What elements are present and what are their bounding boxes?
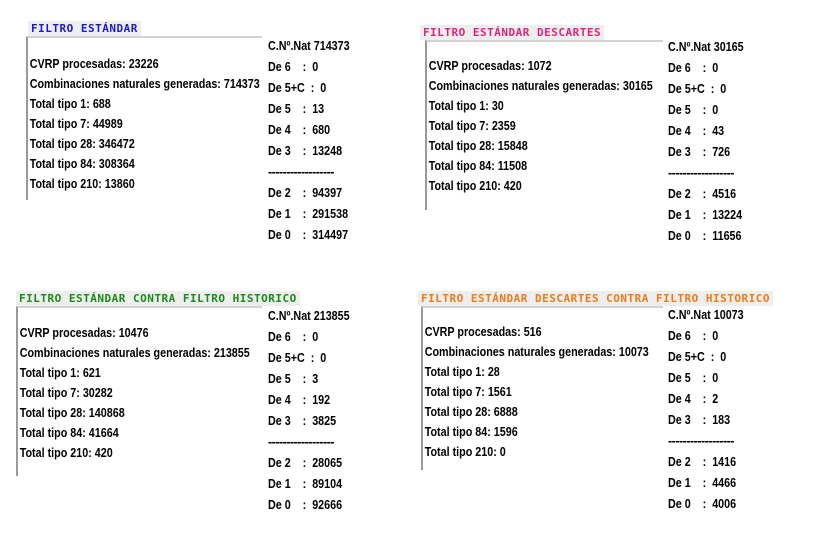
stat-de-4: De 4 : 43 <box>668 121 744 142</box>
stat-de-6: De 6 : 0 <box>668 326 744 347</box>
panel-title: FILTRO ESTÁNDAR DESCARTES CONTRA FILTRO … <box>418 291 773 306</box>
stat-de-5c: De 5+C : 0 <box>668 347 744 368</box>
stat-de-3: De 3 : 726 <box>668 142 744 163</box>
stat-de-0: De 0 : 4006 <box>668 494 744 515</box>
stat-de-6: De 6 : 0 <box>268 327 350 348</box>
total-type-1: Total tipo 1: 30 <box>427 96 630 116</box>
stat-de-5: De 5 : 0 <box>668 368 744 389</box>
stats-separator: ------------------ <box>668 431 756 452</box>
stat-de-6: De 6 : 0 <box>668 58 744 79</box>
natural-combinations: Combinaciones naturales generadas: 30165 <box>427 76 630 96</box>
total-type-210: Total tipo 210: 420 <box>427 176 630 196</box>
stats-separator: ------------------ <box>668 163 756 184</box>
total-type-1: Total tipo 1: 28 <box>423 362 629 382</box>
total-type-7: Total tipo 7: 2359 <box>427 116 630 136</box>
stat-de-1: De 1 : 89104 <box>268 474 350 495</box>
stat-de-6: De 6 : 0 <box>268 57 350 78</box>
total-type-7: Total tipo 7: 30282 <box>18 383 228 403</box>
results-box: CVRP procesadas: 516 Combinaciones natur… <box>421 306 663 470</box>
total-type-28: Total tipo 28: 15848 <box>427 136 630 156</box>
stats-header: C.Nº.Nat 10073 <box>668 305 744 326</box>
stat-de-4: De 4 : 680 <box>268 120 350 141</box>
panel-title: FILTRO ESTÁNDAR DESCARTES <box>420 25 604 40</box>
stat-de-3: De 3 : 13248 <box>268 141 350 162</box>
total-type-1: Total tipo 1: 621 <box>18 363 228 383</box>
total-type-84: Total tipo 84: 308364 <box>28 154 229 174</box>
total-type-84: Total tipo 84: 41664 <box>18 423 228 443</box>
total-type-84: Total tipo 84: 11508 <box>427 156 630 176</box>
hits-stats: C.Nº.Nat 30165 De 6 : 0 De 5+C : 0 De 5 … <box>668 37 756 247</box>
total-type-1: Total tipo 1: 688 <box>28 94 229 114</box>
stats-header: C.Nº.Nat 213855 <box>268 306 350 327</box>
stat-de-5c: De 5+C : 0 <box>268 78 350 99</box>
stat-de-3: De 3 : 183 <box>668 410 744 431</box>
stat-de-1: De 1 : 291538 <box>268 204 350 225</box>
total-type-28: Total tipo 28: 346472 <box>28 134 229 154</box>
stat-de-0: De 0 : 11656 <box>668 226 744 247</box>
total-type-7: Total tipo 7: 44989 <box>28 114 229 134</box>
stat-de-0: De 0 : 314497 <box>268 225 350 246</box>
stats-header: C.Nº.Nat 714373 <box>268 36 350 57</box>
natural-combinations: Combinaciones naturales generadas: 21385… <box>18 343 228 363</box>
panel-title: FILTRO ESTÁNDAR CONTRA FILTRO HISTORICO <box>16 291 300 306</box>
natural-combinations: Combinaciones naturales generadas: 71437… <box>28 74 229 94</box>
natural-combinations: Combinaciones naturales generadas: 10073 <box>423 342 629 362</box>
stats-separator: ------------------ <box>268 162 363 183</box>
results-box: CVRP procesadas: 23226 Combinaciones nat… <box>26 36 262 200</box>
total-type-28: Total tipo 28: 140868 <box>18 403 228 423</box>
stat-de-2: De 2 : 4516 <box>668 184 744 205</box>
hits-stats: C.Nº.Nat 714373 De 6 : 0 De 5+C : 0 De 5… <box>268 36 363 246</box>
hits-stats: C.Nº.Nat 213855 De 6 : 0 De 5+C : 0 De 5… <box>268 306 363 516</box>
stat-de-4: De 4 : 192 <box>268 390 350 411</box>
hits-stats: C.Nº.Nat 10073 De 6 : 0 De 5+C : 0 De 5 … <box>668 305 756 515</box>
stat-de-5: De 5 : 3 <box>268 369 350 390</box>
total-type-210: Total tipo 210: 420 <box>18 443 228 463</box>
stat-de-4: De 4 : 2 <box>668 389 744 410</box>
panel-title: FILTRO ESTÁNDAR <box>28 21 141 36</box>
total-type-7: Total tipo 7: 1561 <box>423 382 629 402</box>
cvrp-processed: CVRP procesadas: 23226 <box>28 54 229 74</box>
stat-de-2: De 2 : 28065 <box>268 453 350 474</box>
stat-de-5: De 5 : 0 <box>668 100 744 121</box>
total-type-210: Total tipo 210: 0 <box>423 442 629 462</box>
cvrp-processed: CVRP procesadas: 516 <box>423 322 629 342</box>
stat-de-3: De 3 : 3825 <box>268 411 350 432</box>
total-type-84: Total tipo 84: 1596 <box>423 422 629 442</box>
results-box: CVRP procesadas: 1072 Combinaciones natu… <box>425 40 663 210</box>
stat-de-1: De 1 : 13224 <box>668 205 744 226</box>
stat-de-5c: De 5+C : 0 <box>668 79 744 100</box>
total-type-210: Total tipo 210: 13860 <box>28 174 229 194</box>
stat-de-2: De 2 : 1416 <box>668 452 744 473</box>
stat-de-5c: De 5+C : 0 <box>268 348 350 369</box>
cvrp-processed: CVRP procesadas: 1072 <box>427 56 630 76</box>
results-box: CVRP procesadas: 10476 Combinaciones nat… <box>16 306 262 476</box>
stat-de-2: De 2 : 94397 <box>268 183 350 204</box>
stat-de-5: De 5 : 13 <box>268 99 350 120</box>
stat-de-1: De 1 : 4466 <box>668 473 744 494</box>
stats-separator: ------------------ <box>268 432 363 453</box>
stat-de-0: De 0 : 92666 <box>268 495 350 516</box>
cvrp-processed: CVRP procesadas: 10476 <box>18 323 228 343</box>
total-type-28: Total tipo 28: 6888 <box>423 402 629 422</box>
stats-header: C.Nº.Nat 30165 <box>668 37 744 58</box>
